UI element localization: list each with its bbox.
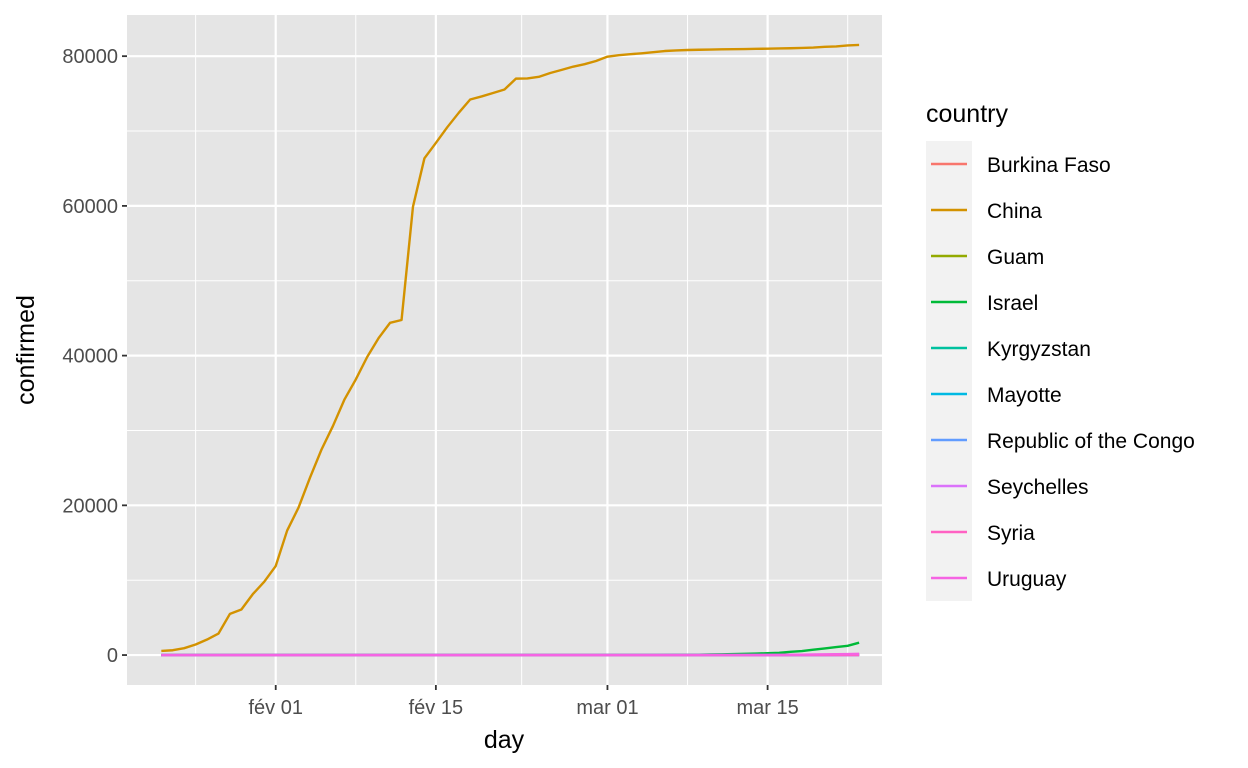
- legend-label-guam: Guam: [987, 246, 1044, 269]
- x-axis-title: day: [484, 726, 525, 754]
- panel-background: [127, 15, 882, 685]
- x-axis-ticks: fév 01 fév 15 mar 01 mar 15: [248, 685, 799, 719]
- legend-label-seychelles: Seychelles: [987, 476, 1089, 499]
- x-tick-label: fév 01: [248, 697, 302, 719]
- series-line-china: [161, 43, 860, 653]
- legend-label-uruguay: Uruguay: [987, 568, 1067, 591]
- y-axis-ticks: 0 20000 40000 60000 80000: [62, 46, 127, 667]
- y-axis-title: confirmed: [12, 295, 40, 405]
- x-tick-label: mar 15: [736, 697, 798, 719]
- legend: country Burkina Faso China Guam Israel Kyrgy…: [926, 100, 1195, 601]
- y-tick-label: 60000: [62, 196, 118, 218]
- y-tick-label: 40000: [62, 346, 118, 368]
- x-tick-label: mar 01: [576, 697, 638, 719]
- legend-label-kyrgyzstan: Kyrgyzstan: [987, 338, 1091, 361]
- legend-key-background: [926, 141, 972, 601]
- legend-label-burkina-faso: Burkina Faso: [987, 154, 1111, 177]
- legend-label-republic-of-the-congo: Republic of the Congo: [987, 430, 1195, 453]
- legend-label-syria: Syria: [987, 522, 1035, 545]
- legend-items: Burkina Faso China Guam Israel Kyrgyzstan May…: [931, 154, 1195, 591]
- legend-title: country: [926, 100, 1008, 128]
- minor-gridlines: [127, 15, 882, 685]
- y-tick-label: 0: [107, 645, 118, 667]
- series-line-uruguay: [161, 652, 860, 657]
- y-tick-label: 80000: [62, 46, 118, 68]
- x-tick-label: fév 15: [409, 697, 463, 719]
- series-lines: [161, 43, 860, 657]
- legend-label-israel: Israel: [987, 292, 1038, 315]
- legend-label-china: China: [987, 200, 1042, 223]
- legend-label-mayotte: Mayotte: [987, 384, 1062, 407]
- y-tick-label: 20000: [62, 495, 118, 517]
